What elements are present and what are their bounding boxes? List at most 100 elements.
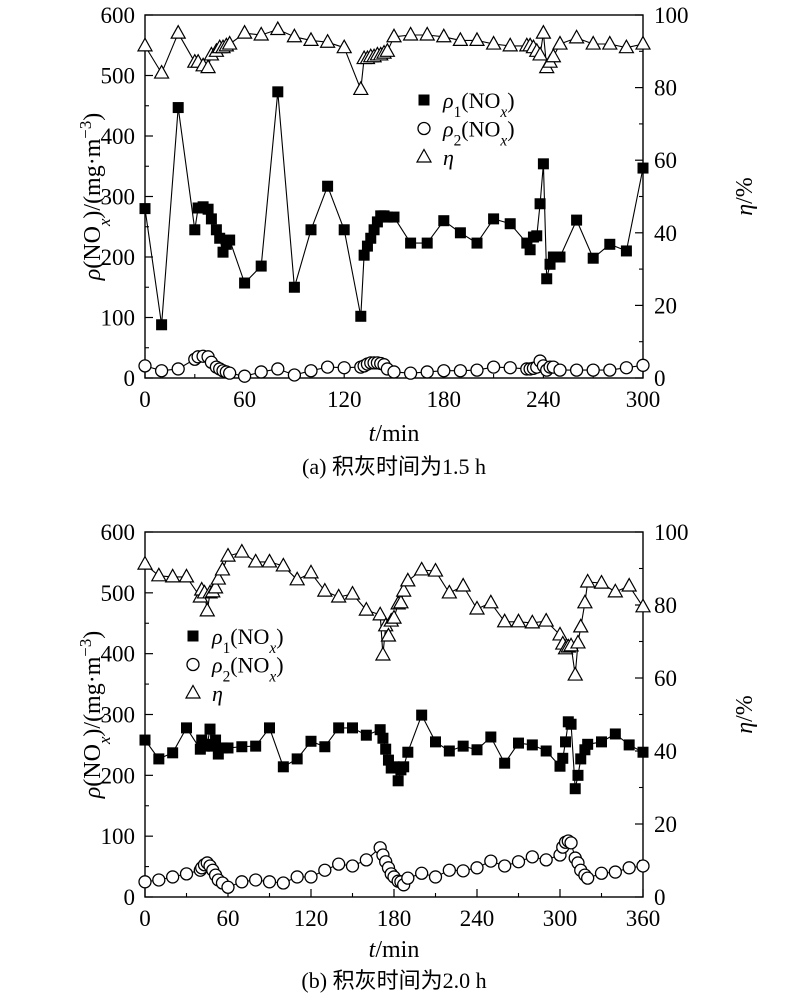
rho1-point bbox=[575, 753, 587, 765]
rho1-point bbox=[571, 214, 583, 226]
rho1-legend-marker bbox=[187, 630, 199, 642]
rho1-point bbox=[333, 722, 345, 734]
eta-point bbox=[535, 24, 552, 39]
rho2-legend-label-part: ) bbox=[507, 117, 514, 142]
rho2-point bbox=[166, 870, 180, 884]
rho1-point bbox=[416, 709, 428, 721]
rho1-point bbox=[540, 745, 552, 757]
rho2-point bbox=[470, 363, 484, 377]
eta-point bbox=[178, 568, 195, 583]
rho2-point bbox=[437, 364, 451, 378]
rho2-point bbox=[318, 863, 332, 877]
rho1-point bbox=[205, 213, 217, 225]
x-axis-label-part: t bbox=[369, 421, 377, 447]
rho2-point bbox=[276, 876, 290, 890]
x-tick-label: 60 bbox=[217, 906, 240, 931]
rho1-point bbox=[210, 734, 222, 746]
rho1-legend-label-part: x bbox=[268, 640, 276, 657]
eta-point bbox=[395, 582, 412, 597]
y2-tick-label: 80 bbox=[654, 593, 677, 618]
rho2-point bbox=[442, 863, 456, 877]
rho1-point bbox=[398, 761, 410, 773]
eta-point bbox=[402, 26, 419, 41]
rho1-point bbox=[305, 735, 317, 747]
x-axis-label-part: /min bbox=[375, 421, 419, 447]
y2-axis-label: η/% bbox=[732, 177, 758, 216]
rho1-legend-label: ρ1(NOx) bbox=[211, 624, 284, 657]
y2-axis-label-part: /% bbox=[732, 695, 758, 722]
rho2-point bbox=[428, 870, 443, 884]
rho1-point bbox=[255, 260, 267, 272]
rho1-point bbox=[392, 775, 404, 787]
rho1-point bbox=[531, 230, 543, 242]
y-tick-label: 0 bbox=[124, 885, 136, 910]
x-tick-label: 120 bbox=[327, 387, 362, 412]
rho1-legend-label-part: ) bbox=[507, 88, 514, 113]
eta-point bbox=[468, 600, 486, 615]
rho1-point bbox=[637, 746, 649, 758]
eta-point bbox=[502, 37, 519, 52]
eta-legend-label: η bbox=[443, 145, 454, 170]
y2-tick-label: 40 bbox=[654, 739, 677, 764]
rho1-point bbox=[554, 251, 566, 263]
rho1-point bbox=[355, 310, 367, 322]
y-axis-label-part: ) bbox=[80, 113, 106, 121]
rho1-point bbox=[620, 245, 632, 257]
x-tick-label: 180 bbox=[377, 906, 412, 931]
eta-point bbox=[302, 31, 320, 47]
eta-point bbox=[316, 582, 333, 597]
rho1-legend-label-part: 1 bbox=[223, 640, 231, 657]
rho1-point bbox=[488, 213, 500, 225]
rho2-point bbox=[581, 871, 595, 885]
y2-axis-label-part: /% bbox=[732, 177, 758, 204]
rho2-point bbox=[249, 873, 263, 887]
x-tick-label: 360 bbox=[626, 906, 661, 931]
rho2-point bbox=[262, 875, 277, 889]
eta-point bbox=[207, 579, 224, 594]
rho1-point bbox=[380, 743, 392, 755]
y-tick-label: 500 bbox=[101, 64, 136, 89]
eta-point bbox=[545, 48, 562, 63]
rho2-point bbox=[320, 360, 335, 374]
y-tick-label: 200 bbox=[101, 245, 136, 270]
eta-point bbox=[136, 37, 154, 52]
rho2-legend-label-part: 2 bbox=[223, 668, 231, 685]
rho1-point bbox=[360, 729, 372, 741]
y-tick-label: 600 bbox=[101, 520, 136, 545]
y2-axis-label: η/% bbox=[732, 695, 758, 734]
eta-point bbox=[385, 28, 403, 43]
y2-tick-label: 0 bbox=[654, 366, 666, 391]
rho1-point bbox=[587, 252, 599, 264]
y-axis-label-part: −3 bbox=[76, 639, 95, 657]
y-axis-label-part: (NO bbox=[80, 226, 106, 269]
eta-point bbox=[607, 583, 624, 598]
eta-point bbox=[572, 618, 589, 633]
y2-tick-label: 20 bbox=[654, 812, 677, 837]
rho2-point bbox=[511, 855, 526, 869]
legend: ρ1(NOx)ρ2(NOx)η bbox=[415, 88, 515, 170]
rho2-point bbox=[171, 362, 185, 376]
rho1-point bbox=[139, 734, 151, 746]
rho2-point bbox=[237, 369, 252, 383]
rho2-point bbox=[486, 360, 501, 374]
rho2-point bbox=[221, 880, 235, 894]
x-tick-label: 60 bbox=[233, 387, 256, 412]
rho2-point bbox=[290, 870, 304, 884]
x-axis-label: t/min bbox=[369, 421, 420, 447]
eta-point bbox=[150, 567, 167, 582]
rho2-point bbox=[359, 853, 373, 867]
eta-point bbox=[485, 35, 502, 50]
rho1-point bbox=[388, 761, 400, 773]
rho1-point bbox=[438, 215, 450, 227]
rho2-point bbox=[498, 859, 512, 873]
eta-point bbox=[319, 33, 336, 48]
rho2-point bbox=[154, 364, 169, 378]
eta-point bbox=[214, 561, 231, 576]
rho1-point bbox=[521, 237, 533, 249]
rho2-point bbox=[586, 363, 600, 377]
rho2-point bbox=[608, 865, 622, 879]
y-axis-label-part: (NO bbox=[80, 744, 106, 787]
y-tick-label: 300 bbox=[101, 185, 136, 210]
rho1-point bbox=[305, 224, 317, 236]
rho2-legend-marker bbox=[417, 121, 431, 136]
